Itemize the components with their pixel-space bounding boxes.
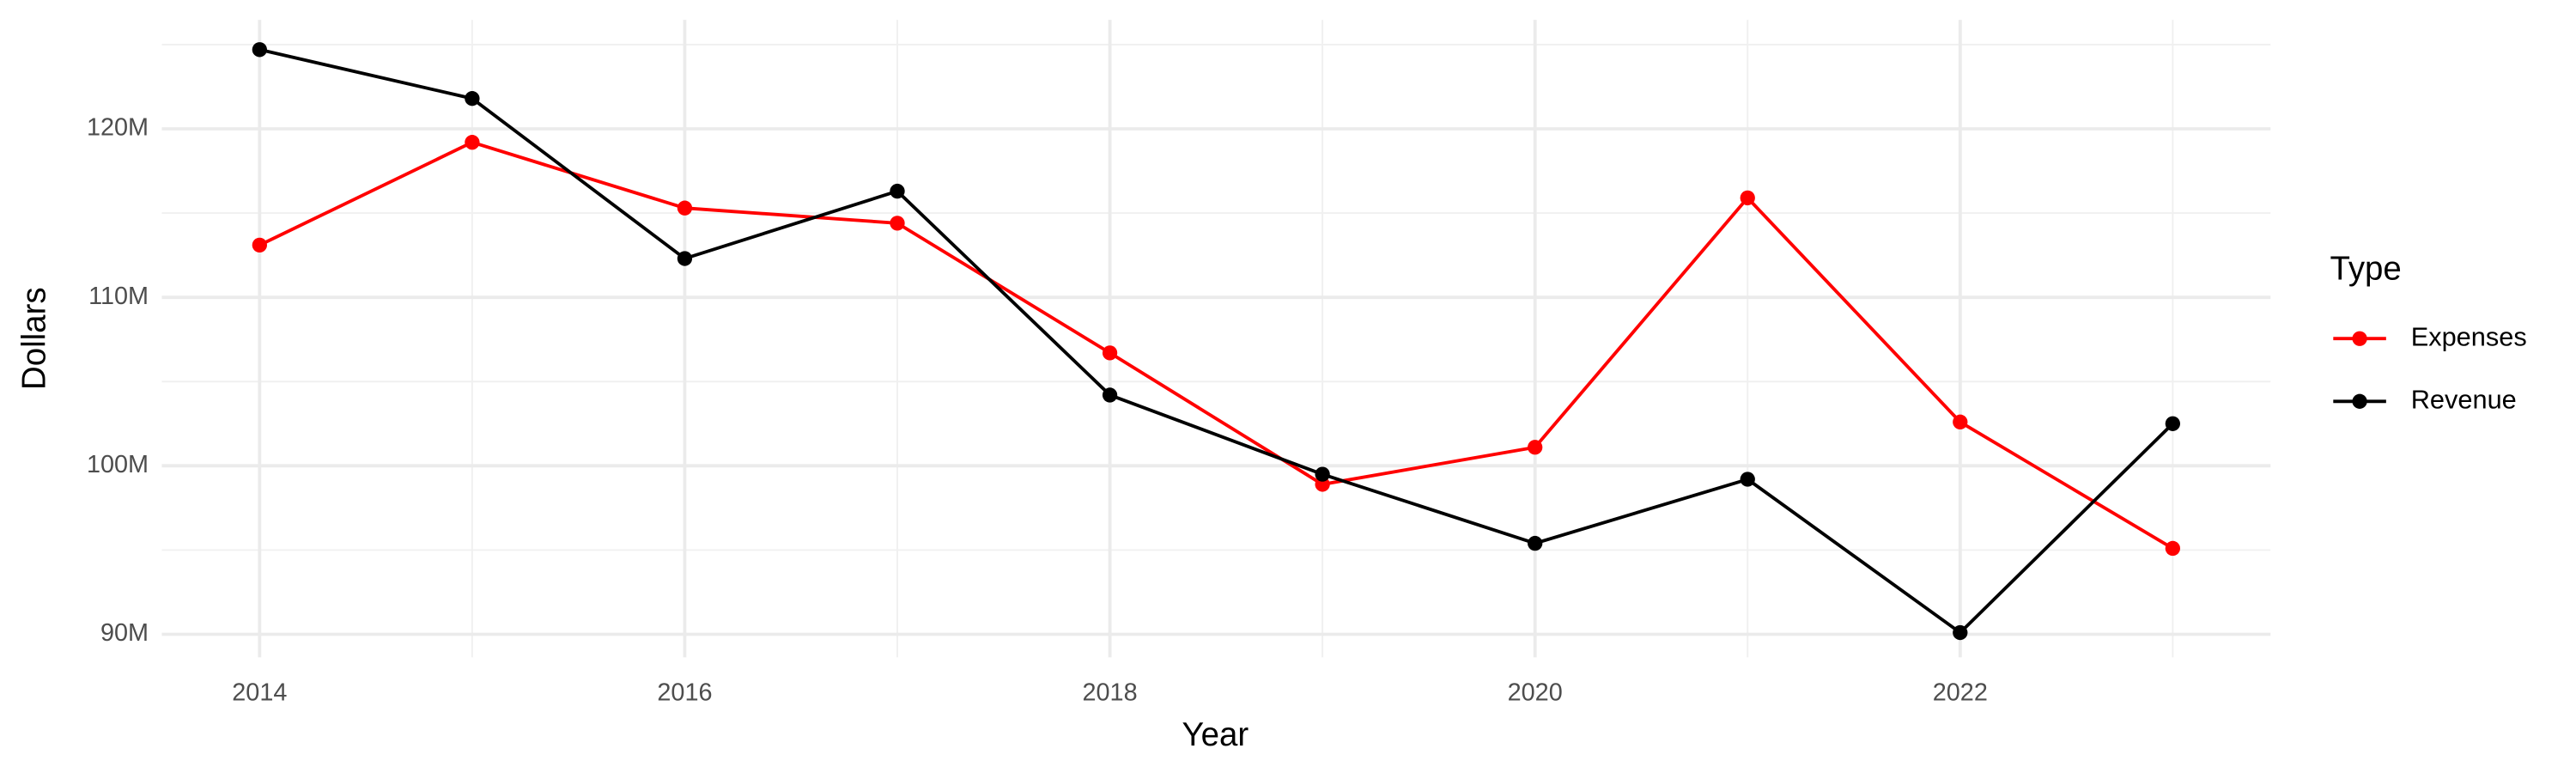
data-point [890, 183, 905, 199]
data-point [1528, 440, 1543, 455]
data-point [1102, 387, 1118, 403]
data-point [1528, 535, 1543, 551]
data-point [890, 216, 905, 231]
data-point [252, 42, 267, 58]
series-line [258, 47, 2174, 636]
data-point [1102, 345, 1118, 361]
data-point [2165, 540, 2181, 557]
x-tick-label: 2016 [657, 679, 712, 706]
data-point [1740, 472, 1755, 487]
x-tick-label: 2018 [1082, 679, 1137, 706]
series-line [258, 140, 2174, 551]
y-axis-title: Dollars [15, 287, 52, 390]
x-tick-label: 2014 [232, 679, 287, 706]
y-tick-label: 90M [100, 619, 149, 647]
data-point [465, 91, 480, 107]
data-point [1953, 624, 1968, 641]
x-tick-label: 2022 [1933, 679, 1988, 706]
legend-title: Type [2330, 251, 2401, 288]
data-point [677, 251, 693, 266]
data-point [1740, 190, 1755, 206]
data-point [1315, 466, 1330, 482]
y-tick-label: 100M [87, 451, 149, 478]
data-point [1953, 414, 1968, 429]
y-tick-label: 120M [87, 114, 149, 142]
data-point [2165, 416, 2181, 431]
legend-key-point [2352, 331, 2367, 346]
x-tick-label: 2020 [1508, 679, 1563, 706]
legend-label: Revenue [2411, 384, 2517, 414]
x-axis-title: Year [1182, 716, 1249, 753]
y-tick-label: 110M [88, 283, 149, 310]
data-point [677, 200, 693, 216]
legend-key-point [2352, 393, 2367, 409]
data-point [252, 237, 267, 253]
legend-label: Expenses [2411, 321, 2527, 351]
data-point [465, 135, 480, 150]
